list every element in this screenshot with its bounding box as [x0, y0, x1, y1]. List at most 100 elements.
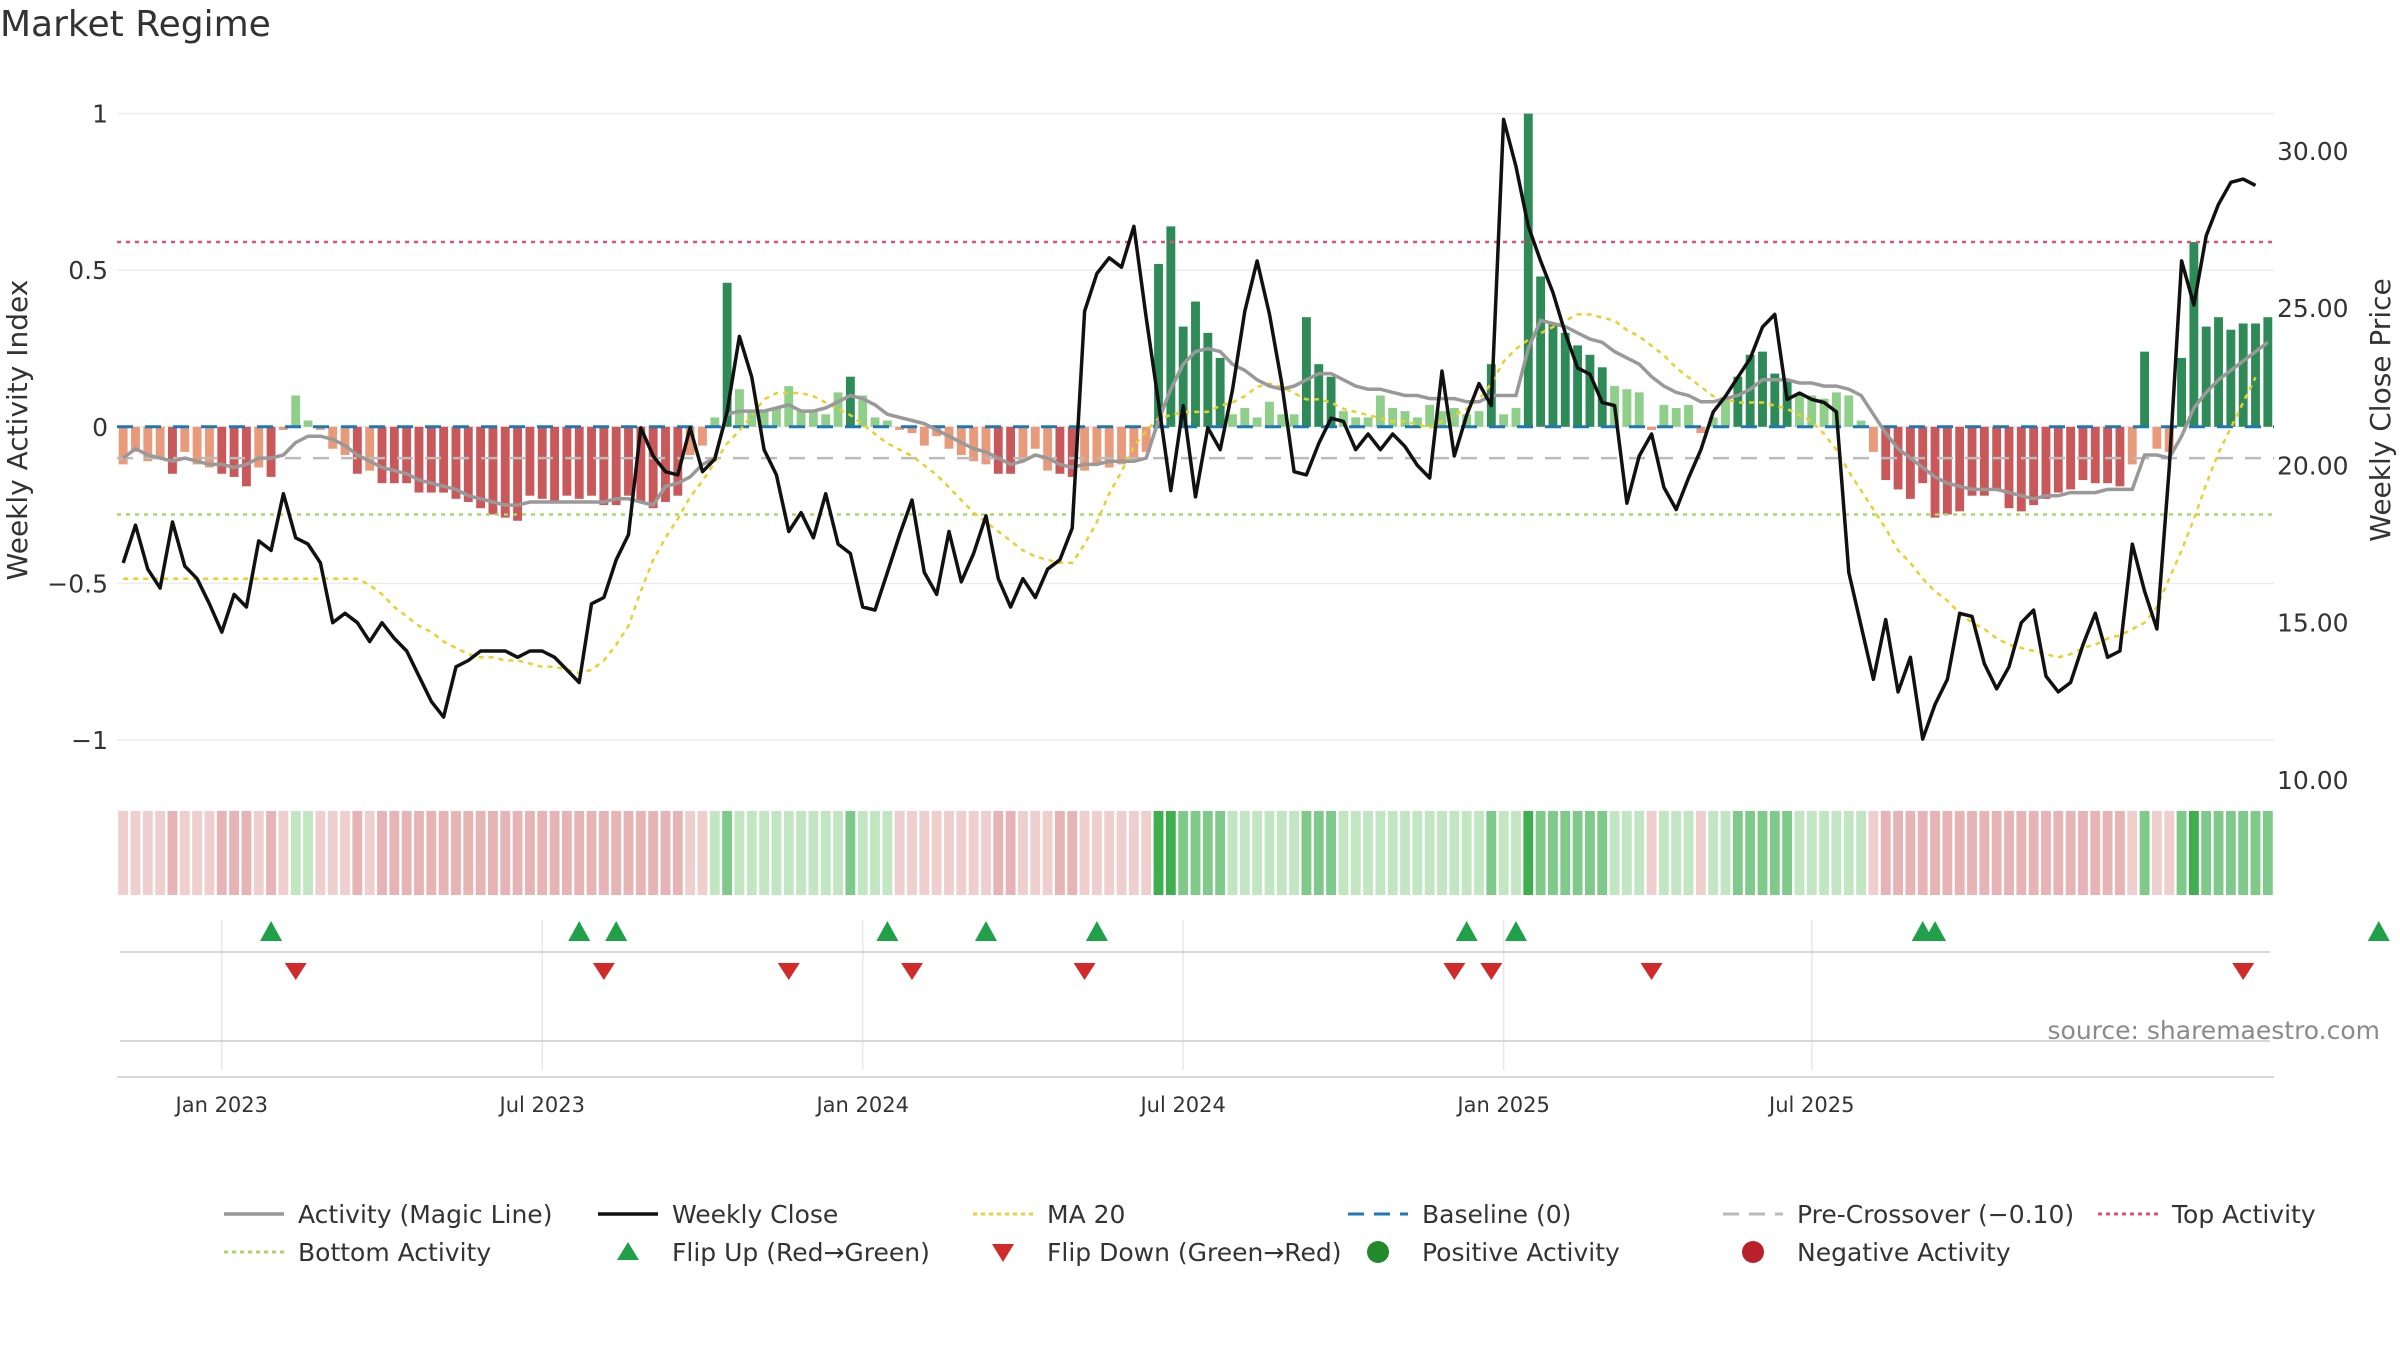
- activity-bar: [1314, 364, 1324, 427]
- activity-bar: [1795, 395, 1804, 427]
- flip-down-marker: [901, 963, 924, 980]
- activity-bar: [833, 392, 843, 427]
- activity-bar: [1277, 414, 1287, 427]
- activity-bar: [1252, 417, 1262, 427]
- legend-item-magic: Activity (Magic Line): [222, 1196, 552, 1232]
- activity-bar: [254, 426, 264, 468]
- circle-legend-icon: [1367, 1241, 1389, 1263]
- activity-bar: [1708, 417, 1718, 427]
- activity-bar: [1191, 301, 1200, 427]
- activity-bar: [2029, 426, 2039, 506]
- regime-strip-cell: [734, 811, 745, 895]
- activity-bar: [2152, 426, 2162, 449]
- activity-bar: [1684, 404, 1693, 427]
- circle-legend-icon: [1742, 1241, 1764, 1263]
- activity-bar: [1301, 317, 1311, 427]
- activity-bar: [291, 395, 301, 427]
- activity-bar: [155, 426, 165, 459]
- legend: Activity (Magic Line) Weekly Close MA 20 Ba…: [0, 1196, 2400, 1276]
- legend-label: MA 20: [1047, 1199, 1126, 1229]
- activity-bar: [1647, 426, 1656, 430]
- activity-bar: [365, 426, 375, 471]
- activity-bar: [821, 414, 831, 427]
- regime-strip-cell: [1782, 811, 1793, 895]
- flip-down-marker: [284, 963, 307, 980]
- activity-bar: [1240, 408, 1250, 427]
- x-tick-label: Jul 2023: [498, 1093, 585, 1117]
- triangle-up-legend-icon: [617, 1242, 639, 1260]
- line-legend-icon: [224, 1212, 284, 1216]
- regime-strip-cell: [278, 811, 289, 895]
- regime-strip-cell: [1893, 811, 1903, 895]
- regime-strip-cell: [1437, 811, 1447, 895]
- activity-bar: [2016, 426, 2026, 512]
- activity-bar: [2189, 242, 2199, 427]
- activity-bar: [2078, 426, 2088, 481]
- regime-strip-cell: [2004, 811, 2014, 895]
- activity-bar: [1942, 426, 1952, 515]
- activity-bar: [1326, 376, 1336, 427]
- regime-strip-cell: [894, 811, 905, 895]
- regime-strip-cell: [549, 811, 560, 895]
- regime-strip-cell: [1264, 811, 1275, 895]
- regime-strip-cell: [2201, 811, 2212, 895]
- activity-bar: [1548, 323, 1558, 427]
- regime-strip-cell: [512, 811, 523, 895]
- activity-bar: [993, 426, 1003, 474]
- regime-strip-cell: [648, 811, 659, 895]
- activity-bar: [1881, 426, 1891, 481]
- activity-bar: [229, 426, 239, 477]
- activity-bar: [1523, 113, 1533, 427]
- flip-down-marker: [1073, 963, 1096, 980]
- regime-strip-cell: [907, 811, 917, 895]
- regime-strip-cell: [1141, 811, 1152, 895]
- activity-bar: [661, 426, 670, 502]
- activity-bar: [1412, 417, 1422, 427]
- activity-bar: [2226, 329, 2236, 427]
- activity-bar: [685, 426, 695, 455]
- regime-strip-cell: [2225, 811, 2236, 895]
- regime-strip-cell: [1942, 811, 1953, 895]
- regime-strip-cell: [1584, 811, 1595, 895]
- activity-bar: [1388, 408, 1398, 427]
- grid-layer: [117, 112, 2274, 1070]
- activity-bar: [1499, 414, 1509, 427]
- regime-strip-cell: [1178, 811, 1189, 895]
- activity-bar: [2201, 326, 2211, 427]
- activity-bar: [513, 426, 523, 521]
- regime-strip-cell: [179, 811, 190, 895]
- regime-strip-cell: [1018, 811, 1028, 895]
- activity-bar: [241, 426, 251, 487]
- regime-strip-cell: [882, 811, 893, 895]
- regime-strip-cell: [118, 811, 129, 895]
- regime-strip-cell: [216, 811, 227, 895]
- regime-strip-cell: [722, 811, 733, 895]
- legend-item-neg: Negative Activity: [1721, 1234, 2011, 1270]
- regime-strip-cell: [796, 811, 807, 895]
- regime-strip-cell: [2250, 811, 2261, 895]
- activity-bar: [1807, 395, 1817, 427]
- activity-bar: [747, 411, 757, 427]
- activity-bar: [1511, 408, 1521, 427]
- activity-bar: [1178, 326, 1188, 427]
- regime-strip-cell: [1165, 811, 1176, 895]
- activity-bar: [2251, 323, 2260, 427]
- regime-strip-cell: [438, 811, 449, 895]
- y-right-tick-label: 25.00: [2277, 294, 2349, 323]
- y-left-tick-label: −0.5: [47, 569, 108, 598]
- regime-strip-cell: [746, 811, 757, 895]
- flip-down-marker: [1480, 963, 1503, 980]
- activity-bar: [525, 426, 535, 496]
- activity-bar: [278, 426, 288, 430]
- legend-label: Top Activity: [2172, 1199, 2316, 1229]
- regime-strip-cell: [1646, 811, 1657, 895]
- activity-bar: [587, 426, 596, 496]
- regime-strip-cell: [623, 811, 634, 895]
- activity-bar: [1449, 408, 1459, 427]
- regime-strip-cell: [1597, 811, 1608, 895]
- regime-strip-cell: [820, 811, 831, 895]
- regime-strip-cell: [2164, 811, 2175, 895]
- activity-bar: [1868, 426, 1878, 452]
- regime-strip-cell: [1523, 811, 1534, 895]
- activity-bar: [118, 426, 128, 465]
